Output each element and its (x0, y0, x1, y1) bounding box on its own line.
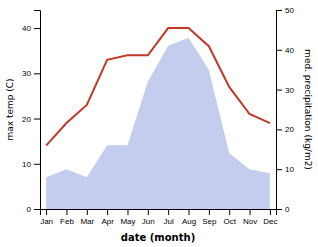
tick: 20 (276, 125, 294, 134)
tick-mark (148, 209, 149, 215)
tick-label: 20 (22, 115, 31, 124)
tick-mark (34, 73, 40, 74)
tick-mark (276, 10, 282, 11)
tick: 0 (27, 205, 40, 214)
tick-mark (34, 209, 40, 210)
tick-mark (66, 209, 67, 215)
axis-domain (41, 210, 277, 216)
marks (46, 28, 270, 209)
tick: 10 (276, 165, 294, 174)
line (46, 28, 270, 146)
plot: Jan Feb Mar Apr May Jun Jul Aug Sep Oct Nov Dec 0 10 2… (5, 6, 313, 243)
tick: Sep (202, 209, 217, 226)
tick: Jul (164, 209, 174, 226)
x-axis: Jan Feb Mar Apr May Jun Jul Aug Sep Oct Nov Dec (40, 209, 277, 226)
tick: Jun (142, 209, 155, 226)
tick-label: 30 (22, 69, 31, 78)
tick-label: Feb (60, 217, 74, 226)
tick-label: Nov (243, 217, 257, 226)
tick-label: 10 (22, 160, 31, 169)
tick-label: 0 (285, 205, 290, 214)
tick-mark (276, 209, 282, 210)
tick-mark (107, 209, 108, 215)
tick-label: Oct (223, 217, 236, 226)
tick-label: 10 (285, 165, 294, 174)
y2-axis: 0 10 20 30 40 50 (276, 6, 294, 214)
tick-mark (168, 209, 169, 215)
tick: 40 (22, 24, 40, 33)
tick-label: 0 (27, 205, 32, 214)
tick-label: 40 (22, 24, 31, 33)
tick: 10 (22, 160, 40, 169)
y-axis: 0 10 20 30 40 (22, 11, 40, 215)
tick-mark (189, 209, 190, 215)
tick-mark (127, 209, 128, 215)
tick: 50 (276, 6, 294, 15)
tick-label: Aug (182, 217, 196, 226)
tick-mark (276, 129, 282, 130)
tick-label: Jan (40, 217, 53, 226)
tick-label: 50 (285, 6, 294, 15)
tick-label: Jul (164, 217, 174, 226)
tick-mark (34, 164, 40, 165)
axis-domain (34, 11, 41, 210)
tick: Jan (40, 209, 53, 226)
tick: 30 (22, 69, 40, 78)
tick-mark (209, 209, 210, 215)
area (46, 38, 270, 209)
tick-mark (276, 169, 282, 170)
tick-mark (34, 119, 40, 120)
tick-mark (87, 209, 88, 215)
tick: Oct (223, 209, 236, 226)
tick: Apr (101, 209, 114, 226)
x-axis-title: date (month) (121, 232, 195, 243)
tick-label: May (120, 217, 135, 226)
tick: Aug (182, 209, 196, 226)
tick: Feb (60, 209, 74, 226)
tick-mark (276, 50, 282, 51)
tick-label: Sep (202, 217, 217, 226)
tick-label: 40 (285, 46, 294, 55)
tick: Nov (243, 209, 257, 226)
tick-label: Apr (101, 217, 114, 226)
tick: 0 (276, 205, 290, 214)
tick: Dec (263, 209, 277, 226)
tick-mark (250, 209, 251, 215)
tick: May (120, 209, 135, 226)
tick-mark (229, 209, 230, 215)
tick: 30 (276, 86, 294, 95)
tick-label: Jun (142, 217, 155, 226)
tick-label: Mar (80, 217, 94, 226)
tick-mark (270, 209, 271, 215)
tick: 20 (22, 115, 40, 124)
tick-label: 20 (285, 125, 294, 134)
tick: Mar (80, 209, 94, 226)
tick: 40 (276, 46, 294, 55)
y2-axis-title: med. precipitation (kg/m2) (303, 49, 313, 170)
tick-mark (46, 209, 47, 215)
tick-mark (276, 90, 282, 91)
chart: Jan Feb Mar Apr May Jun Jul Aug Sep Oct Nov Dec 0 10 2… (0, 0, 318, 247)
tick-mark (34, 28, 40, 29)
axis-domain (277, 11, 283, 210)
y-axis-title: max temp (C) (5, 78, 15, 140)
tick-label: 30 (285, 86, 294, 95)
tick-label: Dec (263, 217, 277, 226)
